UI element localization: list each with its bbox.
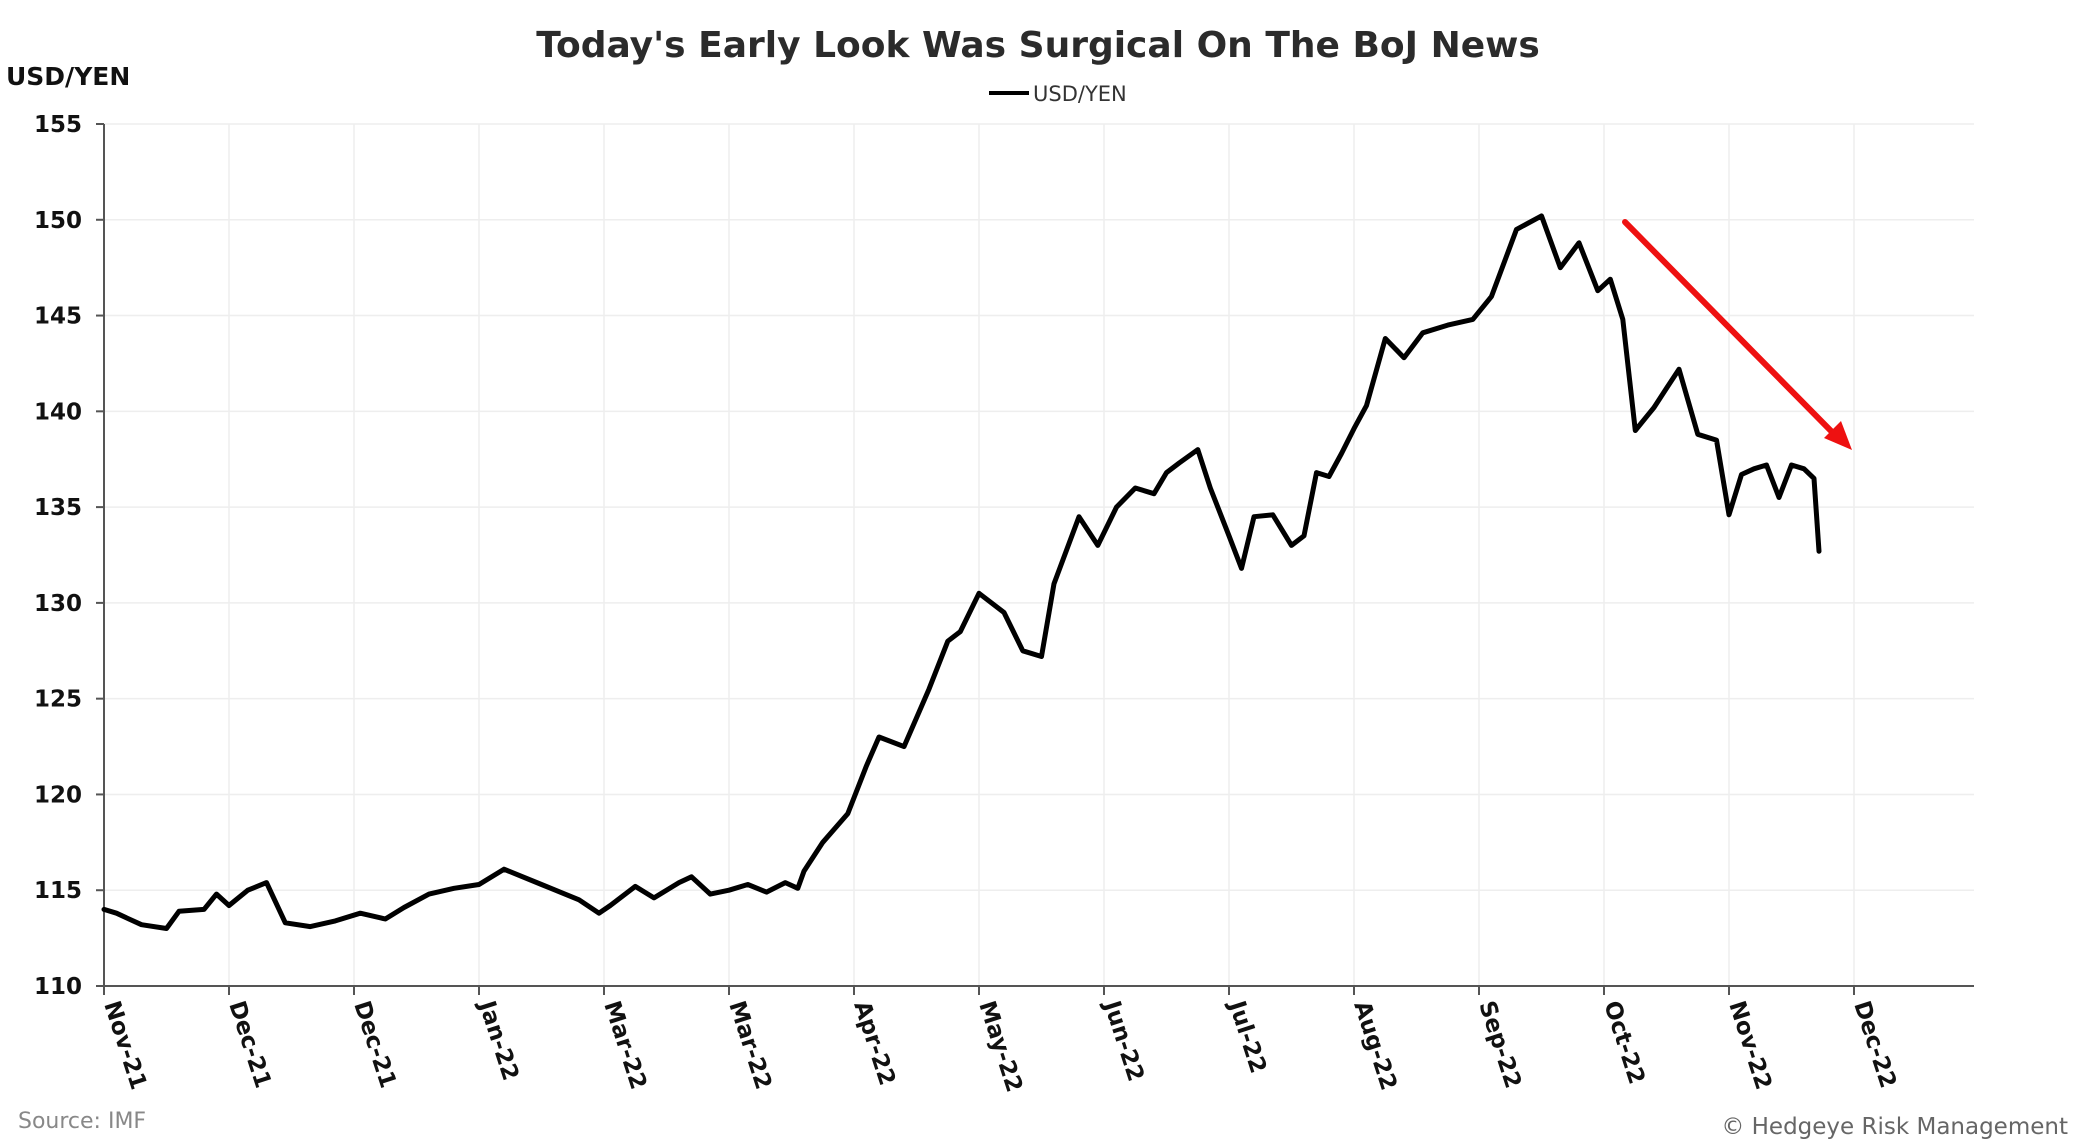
x-axis-ticks: Nov-21 Dec-21 Dec-21 Jan-22 Mar-22 Mar-22 Apr-… — [98, 986, 1901, 1095]
x-tick-label: Sep-22 — [1473, 998, 1526, 1092]
downtrend-arrow — [1622, 219, 1852, 450]
source-note: Source: IMF — [18, 1109, 146, 1134]
x-tick-label: Mar-22 — [723, 998, 776, 1093]
y-tick-label: 135 — [34, 495, 82, 521]
y-tick-label: 140 — [34, 399, 82, 425]
legend: USD/YEN — [989, 82, 1127, 106]
legend-entry: USD/YEN — [1033, 82, 1127, 106]
y-tick-label: 120 — [34, 782, 82, 808]
x-tick-label: Dec-22 — [1848, 998, 1901, 1092]
y-tick-label: 110 — [34, 974, 82, 1000]
y-tick-label: 115 — [34, 878, 82, 904]
y-axis-label: USD/YEN — [6, 62, 130, 91]
y-tick-label: 125 — [34, 687, 82, 713]
x-tick-label: Nov-21 — [98, 998, 151, 1093]
y-tick-label: 155 — [34, 112, 82, 138]
x-tick-label: Apr-22 — [848, 998, 900, 1089]
arrow-shaft — [1622, 219, 1839, 439]
x-tick-label: Dec-21 — [348, 998, 401, 1092]
chart-title: Today's Early Look Was Surgical On The B… — [536, 25, 1540, 66]
x-tick-label: Nov-22 — [1723, 998, 1776, 1093]
x-tick-label: May-22 — [973, 998, 1027, 1096]
credit-note: © Hedgeye Risk Management — [1721, 1114, 2068, 1140]
y-tick-label: 130 — [34, 591, 82, 617]
arrow-head — [1824, 421, 1852, 450]
x-tick-label: Jun-22 — [1098, 996, 1149, 1085]
y-tick-label: 150 — [34, 208, 82, 234]
x-tick-label: Mar-22 — [598, 998, 651, 1093]
gridlines — [104, 123, 1974, 986]
x-tick-label: Dec-21 — [223, 998, 276, 1092]
x-tick-label: Oct-22 — [1598, 998, 1649, 1088]
x-tick-label: Jul-22 — [1223, 996, 1271, 1077]
x-tick-label: Aug-22 — [1348, 998, 1401, 1094]
x-tick-label: Jan-22 — [473, 996, 524, 1084]
y-tick-label: 145 — [34, 304, 82, 330]
series-line-usd-yen — [101, 213, 1822, 931]
y-axis-ticks: 110 115 120 125 130 135 140 145 150 155 — [34, 112, 104, 1000]
